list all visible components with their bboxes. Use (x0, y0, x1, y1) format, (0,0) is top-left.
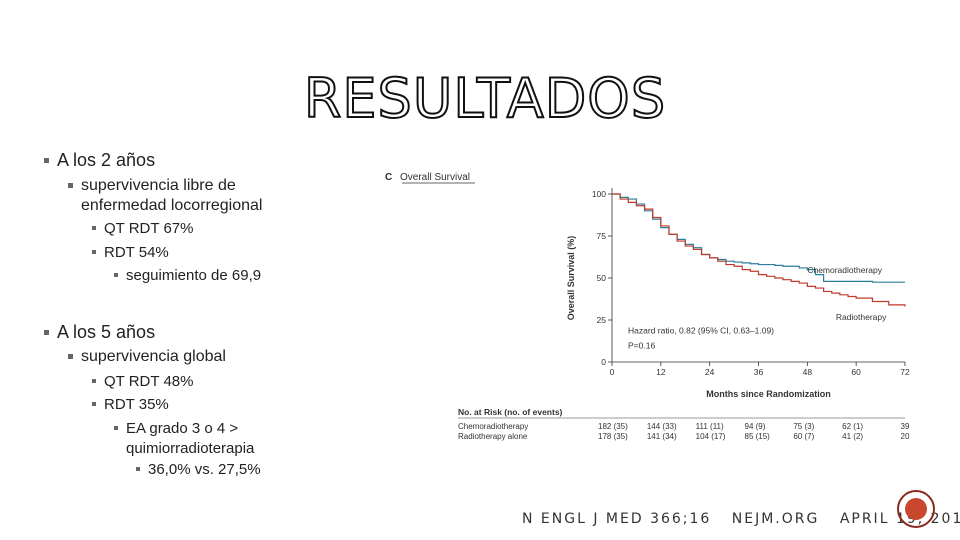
risk-cell: 144 (33) (647, 422, 677, 431)
journal-citation: N ENGL J MED 366;16 (522, 511, 712, 527)
risk-cell: 178 (35) (598, 432, 628, 441)
risk-row-label: Chemoradiotherapy (458, 422, 528, 431)
bullet-marker (92, 379, 96, 383)
bullet-text: EA grado 3 o 4 > quimiorradioterapia (126, 420, 255, 457)
x-tick-label: 0 (610, 367, 615, 377)
risk-cell: 60 (7) (793, 432, 814, 441)
x-axis-label: Months since Randomization (706, 389, 831, 399)
y-tick-label: 0 (601, 357, 606, 367)
bullet-marker (92, 402, 96, 406)
bullet-text: supervivencia libre de enfermedad locorr… (81, 177, 263, 214)
bullet-qt-rdt-67: QT RDT 67% (92, 219, 193, 239)
bullet-text: RDT 35% (104, 396, 169, 413)
bullet-dfs: supervivencia libre de enfermedad locorr… (68, 176, 308, 216)
bullet-marker (44, 158, 49, 163)
bullet-text: A los 5 años (57, 322, 156, 342)
bullet-ae-values: 36,0% vs. 27,5% (136, 460, 261, 480)
bullet-marker (68, 183, 73, 188)
series-label-chemoradiotherapy: Chemoradiotherapy (807, 265, 882, 275)
x-tick-label: 48 (803, 367, 813, 377)
journal-footer: N ENGL J MED 366;16 NEJM.ORG APRIL 19, 2… (522, 511, 960, 527)
y-tick-label: 75 (597, 231, 607, 241)
slide-title: RESULTADOS (303, 67, 667, 130)
bullet-marker (92, 250, 96, 254)
bullet-marker (114, 426, 118, 430)
x-tick-label: 60 (851, 367, 861, 377)
bullet-text: RDT 54% (104, 244, 169, 261)
x-tick-label: 24 (705, 367, 715, 377)
survival-chart: C Overall Survival 0 25 50 75 100 0 12 24 36 48 60… (385, 172, 910, 441)
bullet-rdt-54: RDT 54% (92, 243, 169, 263)
bullet-marker (114, 273, 118, 277)
risk-cell: 39 (901, 422, 910, 431)
decorative-badge-icon (897, 490, 935, 528)
bullet-qt-rdt-48: QT RDT 48% (92, 372, 193, 392)
panel-label: C (385, 172, 392, 183)
chart-title: Overall Survival (400, 172, 470, 183)
risk-cell: 141 (34) (647, 432, 677, 441)
risk-cell: 75 (3) (793, 422, 814, 431)
risk-cell: 94 (9) (745, 422, 766, 431)
bullet-adverse-events: EA grado 3 o 4 > quimiorradioterapia (114, 419, 284, 459)
x-tick-label: 36 (754, 367, 764, 377)
y-axis-label: Overall Survival (%) (566, 236, 576, 321)
y-tick-label: 50 (597, 273, 607, 283)
bullet-text: supervivencia global (81, 348, 226, 365)
series-line-radiotherapy (612, 193, 906, 307)
y-tick-label: 25 (597, 315, 607, 325)
bullet-text: 36,0% vs. 27,5% (148, 461, 261, 478)
chart-series (612, 193, 906, 307)
bullet-marker (136, 467, 140, 471)
hazard-ratio-annotation: Hazard ratio, 0.82 (95% CI, 0.63–1.09) (628, 325, 774, 335)
x-tick-label: 12 (656, 367, 666, 377)
p-value-annotation: P=0.16 (628, 341, 655, 351)
bullet-text: QT RDT 67% (104, 220, 194, 237)
badge-inner-dot (905, 498, 927, 520)
risk-cell: 182 (35) (598, 422, 628, 431)
risk-cell: 41 (2) (842, 432, 863, 441)
y-tick-label: 100 (592, 189, 606, 199)
bullet-marker (44, 330, 49, 335)
risk-table-header: No. at Risk (no. of events) (458, 407, 563, 417)
risk-cell: 85 (15) (745, 432, 771, 441)
bullet-text: seguimiento de 69,9 (126, 267, 262, 284)
risk-cell: 111 (11) (696, 422, 724, 431)
bullet-2-years: A los 2 años (44, 150, 155, 170)
risk-cell: 62 (1) (842, 422, 863, 431)
chart-header: C Overall Survival (385, 172, 470, 183)
risk-row-label: Radiotherapy alone (458, 432, 528, 441)
bullet-5-years: A los 5 años (44, 322, 155, 342)
chart-axes: 0 25 50 75 100 0 12 24 36 48 60 72 (592, 188, 910, 377)
bullet-marker (68, 354, 73, 359)
bullet-text: QT RDT 48% (104, 373, 194, 390)
risk-table: No. at Risk (no. of events) Chemoradiothe… (458, 407, 910, 441)
bullet-text: A los 2 años (57, 150, 156, 170)
bullet-rdt-35: RDT 35% (92, 395, 169, 415)
x-tick-label: 72 (900, 367, 910, 377)
bullet-overall-survival: supervivencia global (68, 347, 226, 367)
bullet-followup: seguimiento de 69,9 (114, 266, 261, 286)
series-label-radiotherapy: Radiotherapy (836, 312, 887, 322)
bullet-marker (92, 226, 96, 230)
risk-cell: 104 (17) (696, 432, 726, 441)
risk-cell: 20 (901, 432, 910, 441)
journal-site: NEJM.ORG (731, 511, 820, 527)
